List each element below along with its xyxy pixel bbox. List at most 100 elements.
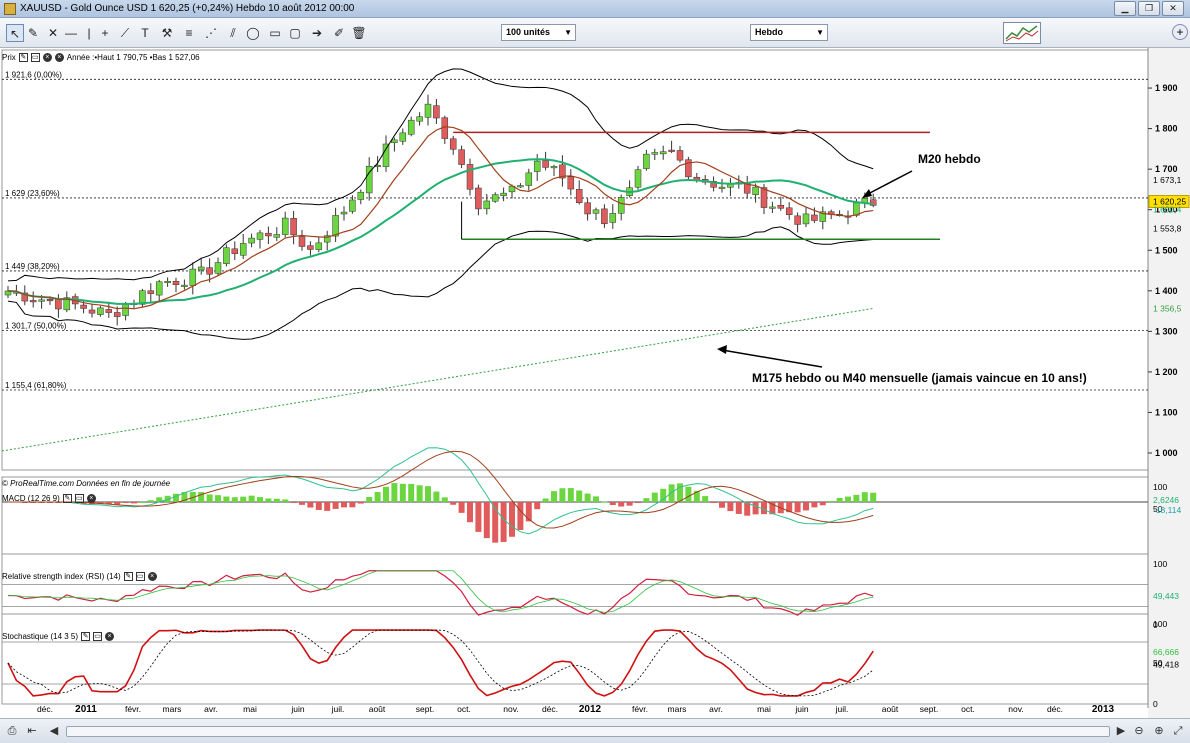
price-marker-label: 1 600,4 [1153,205,1182,215]
candle-body [634,169,642,188]
close-icon[interactable]: × [54,53,64,62]
window-icon[interactable]: ▭ [30,53,40,62]
arrow-icon[interactable]: ➔ [311,26,323,40]
macd-histogram-bar [710,502,717,503]
indicator-axis-label: 0 [1153,699,1158,709]
wrench-icon[interactable]: ✎ [27,26,39,40]
hline-icon[interactable]: — [65,26,77,40]
scroll-right-icon[interactable]: ▶ [1116,725,1126,737]
close-icon[interactable]: × [147,572,157,581]
macd-histogram-bar [651,492,658,502]
window-title: XAUUSD - Gold Ounce USD 1 620,25 (+0,24%… [20,3,355,14]
text-icon[interactable]: T [141,26,149,40]
close-icon[interactable]: × [42,53,52,62]
close-icon[interactable]: × [86,494,96,503]
macd-histogram-bar [744,502,751,516]
macd-histogram-bar [147,500,154,502]
macd-histogram-bar [441,497,448,502]
macd-histogram-bar [660,488,667,502]
box-icon[interactable]: ▢ [289,26,301,40]
ray-icon[interactable]: ⟋ [120,26,130,40]
fit-icon[interactable]: ⤢ [1173,725,1183,737]
wrench-icon[interactable]: ✎ [81,632,91,641]
candle-body [559,164,566,179]
last-price-marker-bg [1148,194,1190,208]
price-tick-label: 1 400 [1155,286,1178,296]
indicator-axis-label: 49,418 [1153,659,1179,669]
price-axis-bg [1148,48,1190,718]
candle-body [517,185,524,188]
fibo-fan-icon[interactable]: ⋰ [205,26,217,40]
macd-histogram-bar [668,484,675,502]
price-tick-label: 1 100 [1155,407,1178,417]
macd-histogram-bar [307,502,314,508]
chart-style-thumbnail[interactable] [1003,22,1041,44]
plus-icon[interactable]: + [101,26,109,40]
candle-body [592,209,600,214]
macd-histogram-bar [425,486,431,502]
wrench-icon[interactable]: ✎ [123,572,133,581]
channel-icon[interactable]: ⫽ [230,26,236,40]
window-icon[interactable]: ▭ [93,632,103,641]
wrench-icon[interactable]: ✎ [18,53,28,62]
zoom-out-icon[interactable]: ⊖ [1134,725,1144,737]
chart-area[interactable]: 1 921,6 (0,00%) 1 629 (23,60%) 1 449 (38,2… [0,48,1190,718]
candle-body [147,290,155,294]
scroll-left-icon[interactable]: ◀ [49,725,59,737]
x-axis-label: juil. [331,704,345,714]
wrench-icon[interactable]: ✎ [62,494,72,503]
candle-body [164,281,171,284]
scroll-left-fast-icon[interactable]: ⇤ [27,725,37,737]
macd-histogram-bar [282,499,289,502]
macd-histogram-bar [265,498,272,502]
candle-body [80,304,87,309]
macd-histogram-bar [509,502,515,537]
trash-icon[interactable]: 🗑 [351,26,367,40]
candle-body [869,199,877,206]
zoom-in-icon[interactable]: ⊕ [1154,725,1164,737]
x-axis-label: mars [163,704,182,714]
paint-icon[interactable]: ✐ [333,26,345,40]
macd-histogram-bar [861,492,868,502]
macd-histogram-bar [399,483,406,502]
fibo-icon[interactable]: ≡ [185,26,193,40]
x-axis-label: sept. [416,704,434,714]
fibonacci-level-label: 1 301,7 (50,00%) [5,322,67,331]
macd-histogram-bar [391,483,398,502]
thumbnail-chart-icon [1005,25,1039,42]
macd-histogram-bar [189,491,196,502]
vline-icon[interactable]: | [87,26,91,40]
window-icon[interactable]: ▭ [135,572,145,581]
print-icon[interactable]: ⎙ [7,725,17,737]
price-marker-label: 1 356,5 [1153,303,1182,313]
add-panel-button[interactable]: + [1172,24,1188,40]
x-axis-label: juil. [835,704,849,714]
candle-body [399,132,407,142]
macd-histogram-bar [341,502,347,508]
ellipse-icon[interactable]: ◯ [246,26,260,40]
macd-histogram-bar [198,492,205,502]
macd-histogram-bar [97,502,104,504]
macd-histogram-bar [769,502,776,515]
candle-body [139,290,146,305]
horizontal-scrollbar[interactable] [66,726,1110,737]
candle-body [458,149,465,165]
window-icon[interactable]: ▭ [74,494,84,503]
units-dropdown[interactable]: 100 unités ▼ [501,24,576,41]
close-icon[interactable]: ✕ [1162,1,1184,16]
pointer-icon[interactable]: ↖ [6,24,24,42]
candle-body [29,300,37,303]
minimize-icon[interactable]: ▁ [1114,1,1136,16]
candle-body [525,172,533,186]
restore-icon[interactable]: ❐ [1138,1,1160,16]
annotation-m20: M20 hebdo [918,152,981,166]
rectangle-icon[interactable]: ▭ [269,26,281,40]
candle-body [97,307,104,315]
candle-body [391,139,398,144]
close-icon[interactable]: × [105,632,115,641]
period-dropdown[interactable]: Hebdo ▼ [750,24,828,41]
hammer-icon[interactable]: ⚒ [161,26,173,40]
candle-body [542,160,549,168]
candle-body [601,208,608,225]
cross-icon[interactable]: ✕ [47,26,59,40]
